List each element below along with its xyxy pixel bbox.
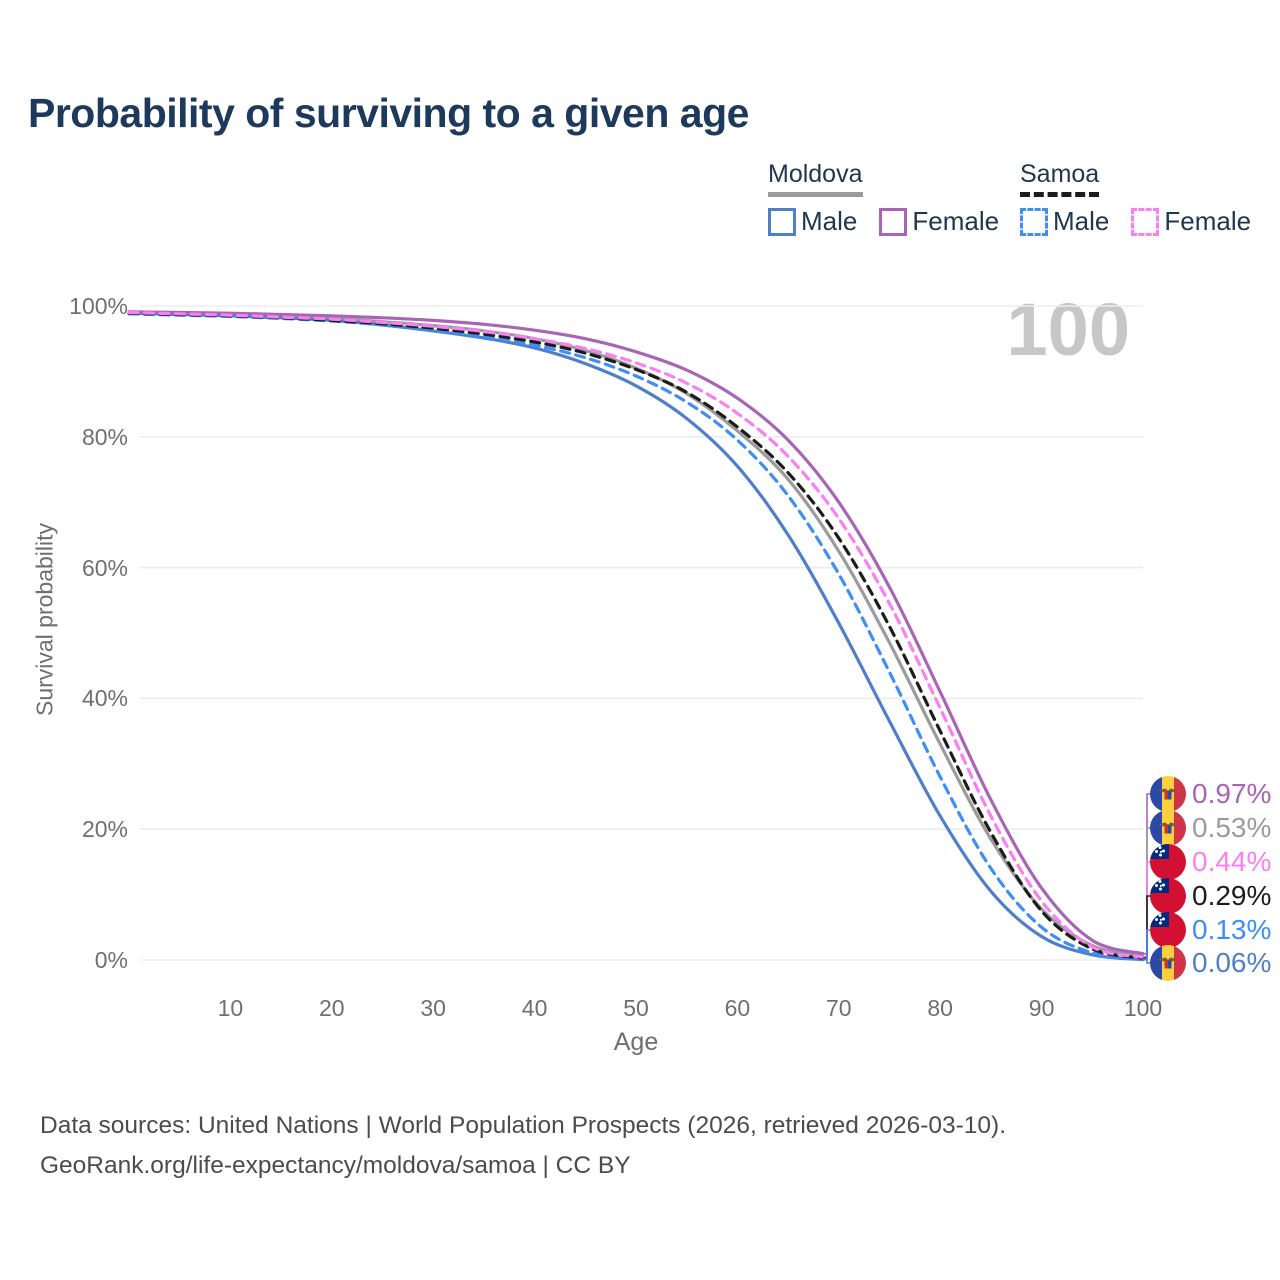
y-tick-label-40%: 40% — [81, 685, 128, 712]
legend-toggle-moldova-female[interactable]: Female — [879, 206, 999, 237]
legend-toggle-samoa-female[interactable]: Female — [1131, 206, 1251, 237]
end-value-text: 0.06% — [1192, 947, 1272, 978]
end-label-samoa-total: 0.29% — [1150, 878, 1271, 914]
curve-samoa-total — [127, 311, 1145, 960]
y-tick-label-80%: 80% — [81, 423, 128, 450]
x-tick-label-90: 90 — [1028, 995, 1055, 1021]
legend-toggle-samoa-male[interactable]: Male — [1020, 206, 1109, 237]
legend-group-samoa: Samoa Male Female — [1020, 160, 1273, 237]
curve-samoa-male — [127, 312, 1145, 961]
y-axis-title: Survival probability — [31, 522, 58, 717]
legend-label: Male — [801, 206, 858, 236]
moldova-flag-icon — [1150, 945, 1186, 981]
x-axis-title: Age — [613, 1028, 659, 1056]
legend-country-samoa: Samoa — [1020, 160, 1100, 197]
hover-age-watermark: 100 — [1006, 288, 1130, 371]
moldova-flag-icon — [1150, 810, 1186, 846]
end-value-text: 0.13% — [1192, 914, 1272, 945]
dashed-line-swatch-icon — [1131, 207, 1160, 236]
y-tick-label-0%: 0% — [94, 947, 128, 973]
legend-items-moldova: Male Female — [768, 206, 1021, 237]
legend-items-samoa: Male Female — [1020, 206, 1273, 237]
end-value-text: 0.29% — [1192, 880, 1272, 911]
leader-line-moldova-male — [1143, 958, 1151, 964]
footer-attribution: Data sources: United Nations | World Pop… — [40, 1106, 1006, 1186]
end-label-moldova-female: 0.97% — [1150, 776, 1271, 812]
end-label-samoa-female: 0.44% — [1150, 844, 1271, 880]
leader-line-samoa-total — [1143, 895, 1151, 959]
x-tick-label-20: 20 — [319, 995, 345, 1021]
x-tick-label-80: 80 — [927, 995, 953, 1021]
curve-moldova-total — [127, 310, 1145, 959]
legend-label: Female — [912, 206, 1000, 236]
end-label-samoa-male: 0.13% — [1150, 912, 1271, 948]
curve-samoa-female — [127, 310, 1145, 959]
x-tick-label-50: 50 — [623, 995, 649, 1021]
x-tick-label-70: 70 — [826, 995, 852, 1021]
footer-data-sources: Data sources: United Nations | World Pop… — [40, 1112, 1007, 1139]
y-tick-label-60%: 60% — [81, 554, 128, 581]
solid-line-swatch-icon — [768, 207, 796, 236]
end-value-text: 0.53% — [1192, 812, 1272, 843]
x-tick-label-60: 60 — [724, 995, 751, 1021]
end-label-moldova-male: 0.06% — [1150, 945, 1271, 981]
dashed-line-swatch-icon — [1020, 207, 1048, 236]
y-tick-label-20%: 20% — [81, 816, 128, 843]
legend-country-moldova: Moldova — [768, 160, 863, 197]
end-value-text: 0.97% — [1192, 778, 1272, 809]
legend-label: Male — [1053, 206, 1110, 236]
x-tick-label-10: 10 — [217, 995, 244, 1021]
y-tick-label-100%: 100% — [69, 293, 128, 319]
x-tick-label-40: 40 — [521, 995, 548, 1021]
curve-moldova-male — [127, 311, 1145, 962]
x-tick-label-30: 30 — [420, 995, 446, 1021]
curve-moldova-female — [127, 310, 1145, 956]
samoa-flag-icon — [1150, 878, 1186, 914]
x-tick-label-100: 100 — [1123, 995, 1163, 1021]
end-value-text: 0.44% — [1192, 846, 1272, 877]
chart-title: Probability of surviving to a given age — [28, 90, 749, 136]
legend-toggle-moldova-male[interactable]: Male — [768, 206, 857, 237]
samoa-flag-icon — [1150, 844, 1186, 880]
solid-line-swatch-icon — [879, 207, 908, 236]
legend-group-moldova: Moldova Male Female — [768, 160, 1021, 237]
moldova-flag-icon — [1150, 776, 1186, 812]
end-label-moldova-total: 0.53% — [1150, 810, 1271, 846]
legend-label: Female — [1164, 206, 1252, 236]
samoa-flag-icon — [1150, 912, 1186, 948]
footer-credit-url: GeoRank.org/life-expectancy/moldova/samo… — [40, 1152, 631, 1180]
